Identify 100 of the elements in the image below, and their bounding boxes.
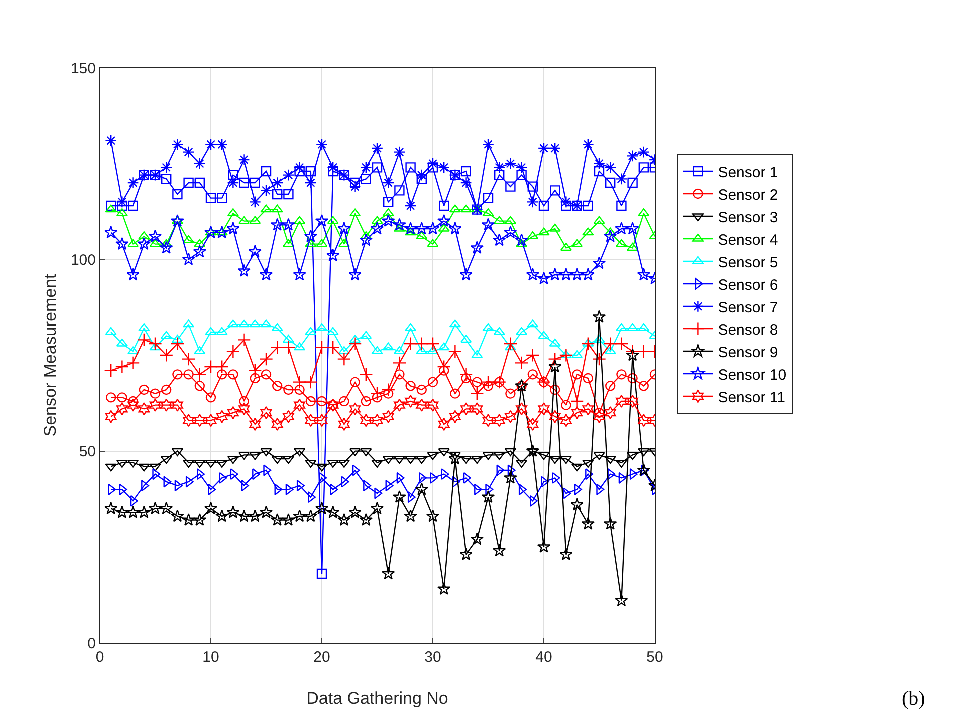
point: [604, 162, 617, 174]
point: [560, 268, 573, 281]
point: [183, 235, 195, 244]
point: [472, 350, 484, 358]
point: [184, 370, 194, 380]
point: [638, 208, 650, 217]
point: [582, 517, 595, 530]
point: [293, 510, 306, 522]
point: [538, 228, 550, 236]
point: [582, 338, 594, 347]
point: [460, 204, 472, 213]
point: [294, 162, 306, 174]
point: [527, 232, 539, 240]
point: [274, 484, 283, 496]
point: [171, 214, 184, 228]
point: [172, 138, 184, 151]
point: [592, 310, 606, 323]
point: [404, 200, 417, 212]
point: [350, 377, 360, 388]
point: [460, 456, 472, 464]
point: [538, 200, 550, 212]
point: [538, 402, 550, 416]
point: [148, 337, 162, 351]
point: [305, 239, 317, 248]
point: [382, 177, 395, 189]
point: [406, 381, 416, 392]
point: [282, 218, 296, 231]
point: [393, 490, 406, 504]
point: [604, 337, 618, 351]
point: [182, 146, 195, 158]
point: [216, 327, 228, 336]
point: [152, 468, 161, 480]
point: [238, 510, 251, 522]
legend-label: Sensor 10: [718, 366, 787, 384]
point: [216, 460, 228, 468]
point: [506, 388, 516, 399]
point: [350, 335, 362, 344]
point: [282, 340, 296, 355]
point: [105, 327, 117, 336]
point: [394, 370, 405, 380]
point: [138, 324, 150, 332]
point: [438, 582, 451, 596]
point: [538, 452, 550, 460]
point: [216, 228, 228, 236]
point: [459, 368, 474, 382]
point: [504, 216, 516, 224]
point: [572, 464, 584, 472]
point: [160, 239, 172, 248]
point: [194, 346, 206, 355]
point: [582, 460, 594, 468]
point: [172, 216, 184, 224]
point: [272, 418, 284, 432]
point: [282, 513, 296, 526]
legend-label: Sensor 3: [718, 209, 778, 226]
point: [516, 327, 528, 336]
point: [560, 548, 573, 561]
point: [150, 464, 162, 472]
point: [138, 402, 150, 416]
point: [406, 162, 416, 173]
point: [594, 166, 605, 177]
point: [272, 177, 284, 189]
point: [326, 248, 340, 262]
point: [550, 186, 560, 196]
point: [160, 348, 174, 362]
point: [416, 456, 428, 464]
point: [215, 360, 229, 374]
point: [170, 337, 185, 351]
point: [448, 452, 462, 465]
point: [583, 200, 594, 212]
point: [460, 548, 473, 561]
point: [563, 488, 572, 500]
point: [482, 324, 494, 332]
point: [463, 472, 472, 484]
point: [327, 327, 339, 336]
point: [372, 346, 384, 355]
point: [582, 138, 594, 151]
point: [360, 331, 372, 340]
point: [404, 510, 418, 522]
point: [238, 264, 251, 277]
point: [582, 402, 594, 416]
point: [172, 189, 183, 200]
point: [504, 342, 516, 351]
point: [528, 370, 538, 380]
point: [219, 472, 228, 484]
point: [472, 456, 484, 464]
point: [428, 162, 438, 173]
point: [261, 166, 272, 177]
point: [217, 370, 228, 380]
point: [448, 344, 462, 359]
point: [250, 216, 262, 224]
point: [248, 510, 262, 522]
point: [504, 226, 518, 239]
point: [282, 456, 294, 464]
point: [582, 337, 596, 351]
point: [206, 392, 216, 403]
point: [260, 184, 272, 197]
point: [426, 337, 440, 351]
point: [627, 324, 639, 332]
point: [583, 373, 594, 384]
point: [438, 418, 450, 432]
